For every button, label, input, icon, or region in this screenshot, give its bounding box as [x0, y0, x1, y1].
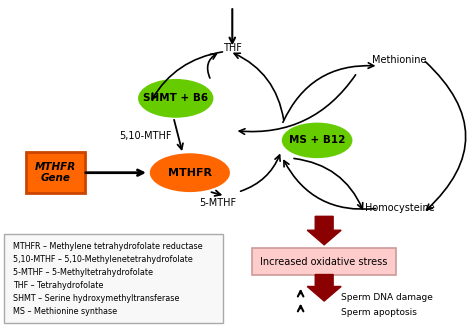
FancyBboxPatch shape	[252, 248, 396, 275]
Text: Sperm DNA damage: Sperm DNA damage	[341, 293, 433, 302]
Text: THF: THF	[223, 43, 242, 53]
Ellipse shape	[150, 153, 230, 192]
Text: MTHFR
Gene: MTHFR Gene	[35, 162, 76, 184]
Text: MTHFR – Methylene tetrahydrofolate reductase: MTHFR – Methylene tetrahydrofolate reduc…	[13, 242, 203, 251]
Text: MS – Methionine synthase: MS – Methionine synthase	[13, 306, 117, 316]
Text: 5-MTHF – 5-Methyltetrahydrofolate: 5-MTHF – 5-Methyltetrahydrofolate	[13, 268, 153, 277]
FancyArrow shape	[307, 274, 341, 301]
Text: Homocysteine: Homocysteine	[365, 203, 435, 213]
Text: Increased oxidative stress: Increased oxidative stress	[261, 257, 388, 267]
FancyArrow shape	[307, 216, 341, 245]
Text: 5,10-MTHF – 5,10-Methylenetetrahydrofolate: 5,10-MTHF – 5,10-Methylenetetrahydrofola…	[13, 255, 193, 264]
Text: MTHFR: MTHFR	[168, 168, 212, 178]
Ellipse shape	[282, 123, 353, 158]
FancyBboxPatch shape	[26, 153, 85, 193]
Text: 5-MTHF: 5-MTHF	[200, 199, 237, 208]
Text: SHMT – Serine hydroxymethyltransferase: SHMT – Serine hydroxymethyltransferase	[13, 294, 180, 303]
Ellipse shape	[138, 79, 213, 118]
Text: SHMT + B6: SHMT + B6	[143, 93, 208, 103]
FancyBboxPatch shape	[4, 234, 223, 323]
Text: MS + B12: MS + B12	[289, 135, 345, 145]
Text: Methionine: Methionine	[372, 54, 427, 65]
Text: Sperm apoptosis: Sperm apoptosis	[341, 308, 417, 317]
Text: 5,10-MTHF: 5,10-MTHF	[119, 130, 172, 141]
Text: THF – Tetrahydrofolate: THF – Tetrahydrofolate	[13, 281, 103, 290]
